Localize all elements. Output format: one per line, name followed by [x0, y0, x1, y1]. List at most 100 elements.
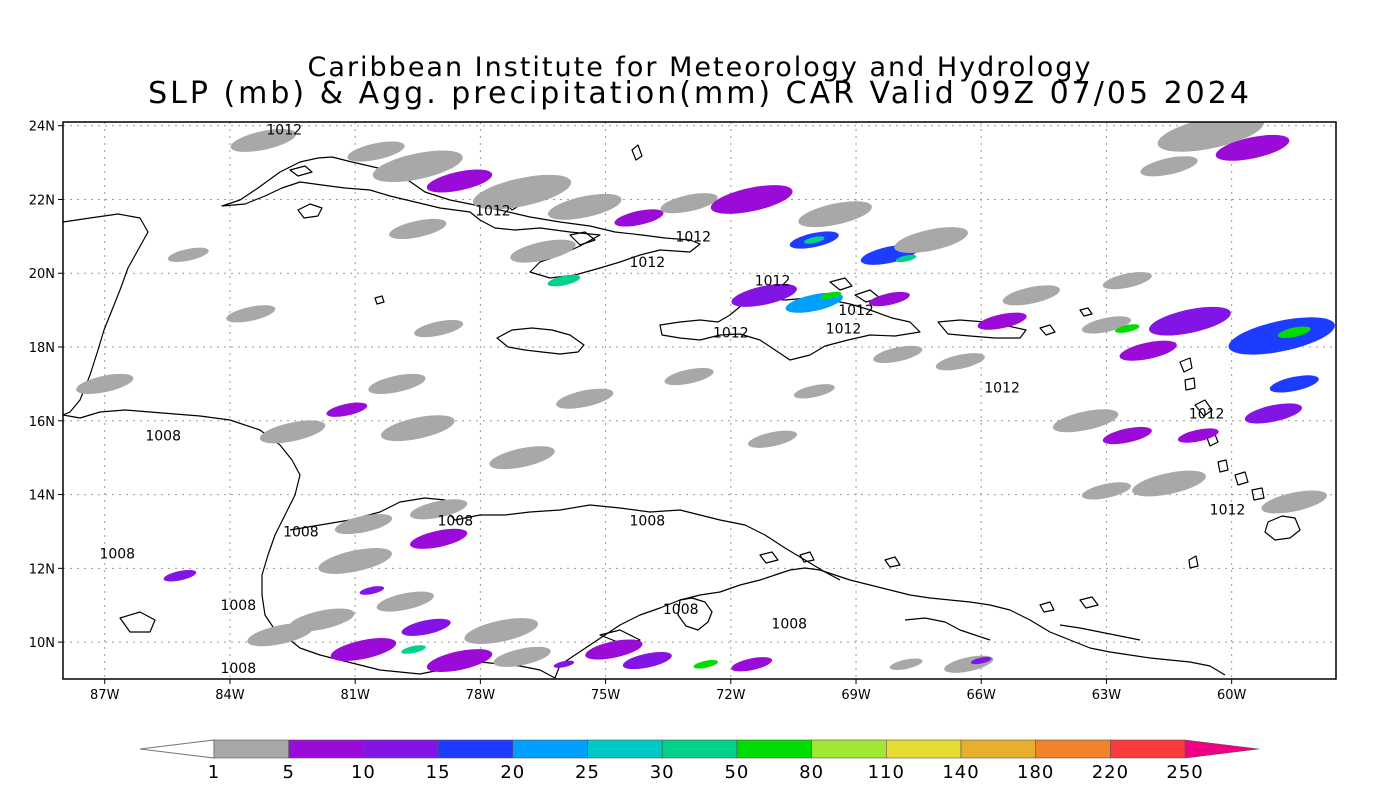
precip-cell — [748, 430, 798, 448]
isobar-label: 1012 — [630, 255, 666, 271]
precip-cell — [380, 415, 455, 442]
precip-cell — [1119, 340, 1177, 361]
precip-cell — [804, 236, 825, 244]
precip-cell — [230, 128, 297, 152]
colorbar-segment — [437, 739, 514, 759]
lon-tick-label: 60W — [1217, 688, 1247, 703]
precip-cell — [330, 638, 397, 661]
hispaniola-outline — [659, 297, 921, 361]
precip-cell — [414, 319, 464, 338]
lat-tick-label: 22N — [29, 193, 55, 208]
colorbar-segment — [960, 739, 1036, 759]
precip-cell — [660, 193, 718, 214]
colorbar-segment — [736, 739, 812, 759]
precip-cell — [1081, 316, 1131, 334]
colorbar-label: 180 — [1017, 762, 1054, 783]
lat-tick-label: 16N — [29, 415, 55, 430]
isobar-label: 1008 — [220, 661, 256, 677]
lon-tick-label: 63W — [1092, 688, 1122, 703]
chart-title: Caribbean Institute for Meteorology and … — [307, 52, 1093, 83]
lat-tick-label: 14N — [29, 489, 55, 504]
isobar-label: 1008 — [145, 429, 181, 445]
precip-cell — [464, 618, 539, 644]
precip-cell — [977, 312, 1027, 330]
precip-cell — [489, 446, 555, 470]
precip-cell — [1140, 156, 1198, 177]
precip-cell — [226, 305, 276, 323]
isobar-label: 1012 — [1189, 406, 1225, 422]
colorbar-segment — [661, 739, 738, 759]
precip-cell — [401, 618, 451, 636]
colorbar-label: 80 — [799, 762, 824, 783]
small-islands-outline — [119, 295, 641, 646]
isobar-label: 1008 — [630, 513, 666, 529]
colorbar-label: 220 — [1092, 762, 1129, 783]
precip-cell — [1002, 285, 1060, 306]
lat-tick-label: 18N — [29, 341, 55, 356]
lon-tick-label: 78W — [466, 688, 496, 703]
colorbar-label: 50 — [724, 762, 749, 783]
precip-cell — [167, 247, 209, 262]
precip-cell — [547, 274, 581, 287]
precip-cell — [1177, 428, 1219, 443]
precip-cell — [1132, 470, 1206, 497]
lon-tick-label: 75W — [591, 688, 621, 703]
lat-tick-label: 20N — [29, 267, 55, 282]
colorbar-label: 20 — [500, 762, 525, 783]
isobar-label: 1008 — [220, 598, 256, 614]
precip-cell — [971, 656, 992, 665]
colorbar-label: 250 — [1166, 762, 1203, 783]
colorbar-min-arrow — [139, 739, 215, 759]
isobar-label: 1008 — [663, 602, 699, 618]
isobar-label: 1012 — [475, 204, 511, 220]
lon-tick-label: 84W — [215, 688, 245, 703]
precip-cell — [1102, 426, 1152, 445]
colorbar-segment — [1035, 739, 1111, 759]
precip-cell — [376, 591, 434, 612]
precip-cell — [359, 586, 385, 595]
precip-cell — [935, 353, 985, 371]
lat-tick-label: 24N — [29, 120, 55, 135]
panama-colombia-outline — [554, 567, 1226, 679]
precip-cell — [798, 201, 872, 228]
lon-tick-label: 87W — [90, 688, 120, 703]
precip-cell — [1149, 306, 1231, 336]
abc-islands-outline — [759, 551, 1099, 613]
precip-cell — [1269, 375, 1319, 393]
precip-cell — [820, 291, 842, 300]
precip-cell — [868, 291, 910, 307]
precip-cell — [410, 499, 468, 520]
trinidad-outline — [1264, 515, 1301, 541]
precip-cell — [510, 239, 576, 263]
isobar-label: 1008 — [771, 617, 807, 633]
colorbar-label: 25 — [575, 762, 600, 783]
precip-cell — [493, 646, 551, 667]
isobar-label: 1012 — [675, 229, 711, 245]
isobar-label: 1012 — [1210, 502, 1246, 518]
colorbar-segment — [512, 739, 588, 759]
precip-cell — [894, 227, 968, 253]
virgin-islands-outline — [1039, 307, 1093, 336]
colorbar-label: 110 — [868, 762, 905, 783]
isobar-label: 1012 — [826, 322, 862, 338]
colorbar-max-arrow — [1184, 739, 1260, 759]
precip-cell — [1261, 490, 1327, 514]
lat-tick-label: 10N — [29, 636, 55, 651]
precip-cell — [318, 548, 392, 574]
precipitation-areas — [76, 122, 1335, 673]
precip-cell — [1277, 326, 1311, 338]
precip-cell — [895, 254, 917, 263]
isobar-label: 1012 — [266, 122, 302, 138]
colorbar-segment — [885, 739, 962, 759]
isobar-label: 1012 — [755, 274, 791, 290]
precip-cell — [731, 657, 773, 672]
precip-cell — [389, 218, 447, 240]
colorbar-segment — [213, 739, 289, 759]
colorbar-segment — [288, 739, 364, 759]
precip-cell — [547, 193, 622, 220]
precip-cell — [556, 388, 614, 409]
precip-cell — [553, 660, 575, 668]
precip-cell — [793, 384, 835, 399]
precip-cell — [401, 645, 426, 654]
